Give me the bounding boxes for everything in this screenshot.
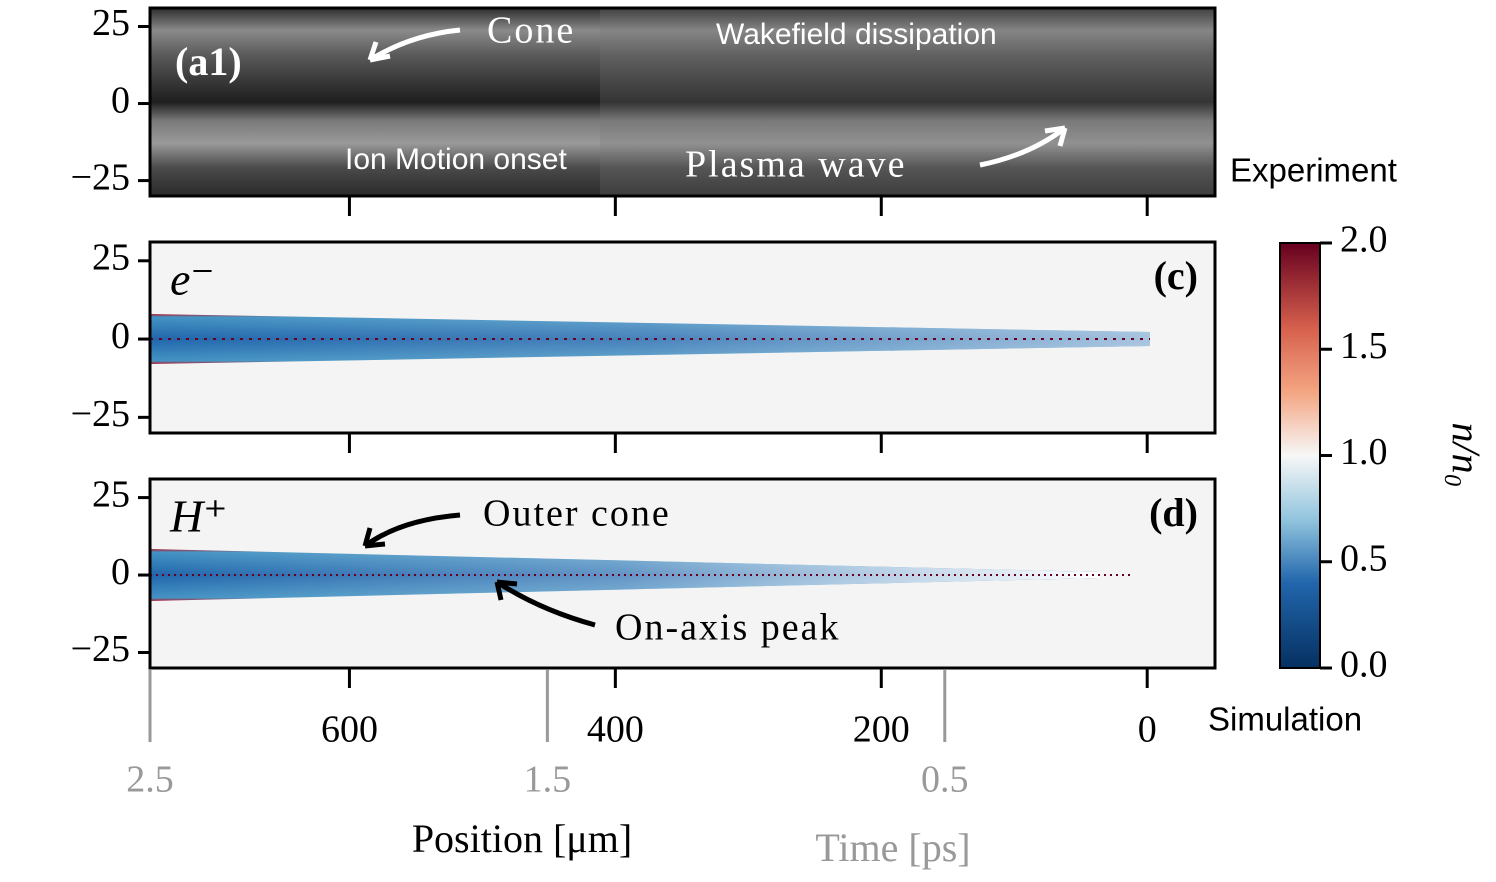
- annotation: Plasma wave: [685, 144, 906, 186]
- x2-tick-label: 0.5: [921, 759, 969, 801]
- y-tick-label: 0: [111, 551, 130, 593]
- image-band-fade: [150, 314, 1150, 364]
- y-tick-label: 25: [92, 2, 130, 44]
- y-tick-label: 0: [111, 79, 130, 121]
- colorbar-tick-label: 2.0: [1340, 219, 1388, 261]
- annotation: Ion Motion onset: [345, 143, 567, 176]
- arrow-head: [494, 579, 518, 601]
- x-tick-label: 600: [321, 709, 378, 751]
- arrow: [368, 27, 461, 63]
- panel-frame: [148, 6, 1217, 198]
- panel-label: (d): [1149, 490, 1198, 535]
- colorbar-tick-label: 1.5: [1340, 325, 1388, 367]
- arrow-head: [367, 41, 391, 63]
- y-tick-label: −25: [71, 628, 130, 670]
- y-tick-label: 0: [111, 315, 130, 357]
- x2-tick-label: 1.5: [524, 759, 572, 801]
- colorbar-label: n/n₀: [1444, 422, 1489, 487]
- x-tick-label: 0: [1138, 709, 1157, 751]
- arrows: [362, 27, 1068, 628]
- colorbar-tick-label: 0.0: [1340, 644, 1388, 686]
- annotation: Outer cone: [483, 493, 671, 535]
- annotation: On-axis peak: [615, 607, 841, 649]
- panel-label: (c): [1154, 253, 1198, 298]
- colorbar-tick-label: 0.5: [1340, 537, 1388, 579]
- panel-frame: [148, 240, 1217, 435]
- x-axis-title: Position [μm]: [412, 816, 632, 861]
- species-label: H⁺: [169, 491, 228, 542]
- side-label: Simulation: [1208, 701, 1362, 738]
- annotation: Cone: [487, 10, 575, 52]
- y-tick-label: 25: [92, 237, 130, 279]
- y-tick-label: −25: [71, 156, 130, 198]
- arrow: [495, 579, 596, 628]
- panel-frame: [148, 477, 1217, 670]
- x2-axis-title: Time [ps]: [815, 825, 970, 870]
- arrow-head: [362, 527, 386, 549]
- colorbar: [1279, 242, 1321, 669]
- image-shade: [600, 8, 1215, 196]
- image: [150, 8, 1215, 196]
- y-tick-label: 25: [92, 473, 130, 515]
- species-label: e⁻: [170, 254, 215, 305]
- y-tick-label: −25: [71, 393, 130, 435]
- annotation: Wakefield dissipation: [716, 18, 997, 51]
- x-tick-label: 200: [853, 709, 910, 751]
- arrow: [979, 126, 1067, 168]
- side-label: Experiment: [1230, 152, 1397, 189]
- x2-tick-label: 2.5: [126, 759, 174, 801]
- panel-label: (a1): [175, 39, 242, 84]
- colorbar-tick-label: 1.0: [1340, 431, 1388, 473]
- x-tick-label: 400: [587, 709, 644, 751]
- arrow-head: [1044, 125, 1068, 147]
- arrow: [363, 512, 461, 549]
